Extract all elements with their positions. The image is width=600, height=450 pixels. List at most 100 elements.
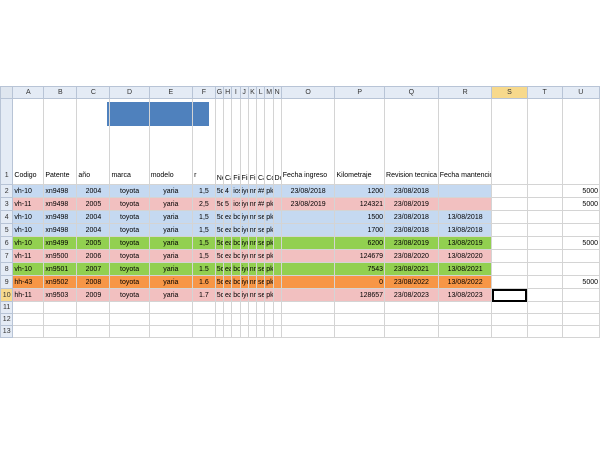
cell-t1[interactable]: [526, 98, 563, 185]
cell-d4[interactable]: toyota: [109, 210, 150, 224]
cell-n3[interactable]: [272, 197, 282, 211]
cell-l5[interactable]: se: [256, 223, 266, 237]
column-header-o[interactable]: O: [280, 86, 336, 99]
cell-f7[interactable]: 1,5: [192, 249, 216, 263]
cell-i11[interactable]: [231, 301, 241, 314]
cell-p1[interactable]: Kilometraje: [334, 98, 386, 185]
cell-c12[interactable]: [76, 313, 111, 326]
cell-j2[interactable]: iyc: [239, 184, 249, 198]
cell-k8[interactable]: nre: [247, 262, 258, 276]
cell-p10[interactable]: 128657: [334, 288, 386, 302]
cell-e7[interactable]: yaria: [148, 249, 194, 263]
cell-i7[interactable]: bosl: [231, 249, 241, 263]
row-header[interactable]: 7: [0, 249, 14, 263]
cell-c9[interactable]: 2008: [76, 275, 111, 289]
cell-b8[interactable]: xn9501: [43, 262, 78, 276]
cell-g7[interactable]: 5dy: [214, 249, 225, 263]
cell-g12[interactable]: [214, 313, 225, 326]
cell-d7[interactable]: toyota: [109, 249, 150, 263]
row-header[interactable]: 11: [0, 301, 14, 314]
cell-a8[interactable]: vh-10: [12, 262, 45, 276]
cell-h12[interactable]: [223, 313, 233, 326]
cell-n9[interactable]: [272, 275, 282, 289]
cell-m3[interactable]: pk4: [264, 197, 274, 211]
cell-g4[interactable]: 5dy: [214, 210, 225, 224]
cell-o13[interactable]: [280, 325, 336, 338]
cell-k13[interactable]: [247, 325, 258, 338]
cell-b4[interactable]: xn9498: [43, 210, 78, 224]
cell-c6[interactable]: 2005: [76, 236, 111, 250]
cell-o2[interactable]: 23/08/2018: [280, 184, 336, 198]
row-header[interactable]: 3: [0, 197, 14, 211]
cell-q5[interactable]: 23/08/2018: [384, 223, 439, 237]
cell-s1[interactable]: [491, 98, 528, 185]
cell-u6[interactable]: 5000: [561, 236, 600, 250]
cell-e2[interactable]: yaria: [148, 184, 194, 198]
cell-b6[interactable]: xn9499: [43, 236, 78, 250]
cell-i4[interactable]: bosl: [231, 210, 241, 224]
cell-a5[interactable]: vh-10: [12, 223, 45, 237]
cell-b2[interactable]: xn9498: [43, 184, 78, 198]
cell-d10[interactable]: toyota: [109, 288, 150, 302]
cell-g3[interactable]: 5dy: [214, 197, 225, 211]
cell-j5[interactable]: iyc: [239, 223, 249, 237]
row-header[interactable]: 5: [0, 223, 14, 237]
cell-o5[interactable]: [280, 223, 336, 237]
cell-n12[interactable]: [272, 313, 282, 326]
cell-m4[interactable]: pk3: [264, 210, 274, 224]
cell-q6[interactable]: 23/08/2019: [384, 236, 439, 250]
cell-m6[interactable]: pk4: [264, 236, 274, 250]
cell-b13[interactable]: [43, 325, 78, 338]
cell-g6[interactable]: 5dy: [214, 236, 225, 250]
cell-h8[interactable]: ea: [223, 262, 233, 276]
cell-e13[interactable]: [148, 325, 194, 338]
cell-i3[interactable]: iosl: [231, 197, 241, 211]
cell-l1[interactable]: Caprc: [256, 98, 266, 185]
column-header-h[interactable]: H: [223, 86, 233, 99]
row-header[interactable]: 13: [0, 325, 14, 338]
cell-p3[interactable]: 124321: [334, 197, 386, 211]
cell-d1[interactable]: marca: [109, 98, 150, 185]
cell-h3[interactable]: 5: [223, 197, 233, 211]
cell-a4[interactable]: vh-10: [12, 210, 45, 224]
cell-p11[interactable]: [334, 301, 386, 314]
cell-f13[interactable]: [192, 325, 216, 338]
column-header-e[interactable]: E: [148, 86, 194, 99]
cell-d3[interactable]: toyota: [109, 197, 150, 211]
cell-h2[interactable]: 4: [223, 184, 233, 198]
cell-c10[interactable]: 2009: [76, 288, 111, 302]
cell-q8[interactable]: 23/08/2021: [384, 262, 439, 276]
cell-k1[interactable]: Fiitr: [247, 98, 258, 185]
cell-i10[interactable]: bosl: [231, 288, 241, 302]
cell-k3[interactable]: nrr: [247, 197, 258, 211]
column-header-j[interactable]: J: [239, 86, 249, 99]
cell-e8[interactable]: yaria: [148, 262, 194, 276]
cell-u11[interactable]: [561, 301, 600, 314]
cell-t3[interactable]: [526, 197, 563, 211]
cell-o10[interactable]: [280, 288, 336, 302]
cell-p6[interactable]: 6200: [334, 236, 386, 250]
column-header-q[interactable]: Q: [384, 86, 439, 99]
cell-s11[interactable]: [491, 301, 528, 314]
cell-g5[interactable]: 5dy: [214, 223, 225, 237]
cell-h10[interactable]: ea: [223, 288, 233, 302]
cell-q13[interactable]: [384, 325, 439, 338]
cell-n11[interactable]: [272, 301, 282, 314]
cell-k12[interactable]: [247, 313, 258, 326]
row-header[interactable]: 2: [0, 184, 14, 198]
cell-j11[interactable]: [239, 301, 249, 314]
cell-r7[interactable]: 13/08/2020: [437, 249, 493, 263]
cell-i8[interactable]: bosl: [231, 262, 241, 276]
column-header-i[interactable]: I: [231, 86, 241, 99]
column-header-f[interactable]: F: [192, 86, 216, 99]
column-header-p[interactable]: P: [334, 86, 386, 99]
cell-m13[interactable]: [264, 325, 274, 338]
cell-s10[interactable]: [491, 288, 528, 302]
row-header[interactable]: 1: [0, 98, 14, 185]
cell-g9[interactable]: 5dy: [214, 275, 225, 289]
cell-o3[interactable]: 23/08/2019: [280, 197, 336, 211]
column-header-k[interactable]: K: [247, 86, 258, 99]
cell-k2[interactable]: nrr: [247, 184, 258, 198]
select-all-corner[interactable]: [0, 86, 14, 99]
cell-p2[interactable]: 1200: [334, 184, 386, 198]
